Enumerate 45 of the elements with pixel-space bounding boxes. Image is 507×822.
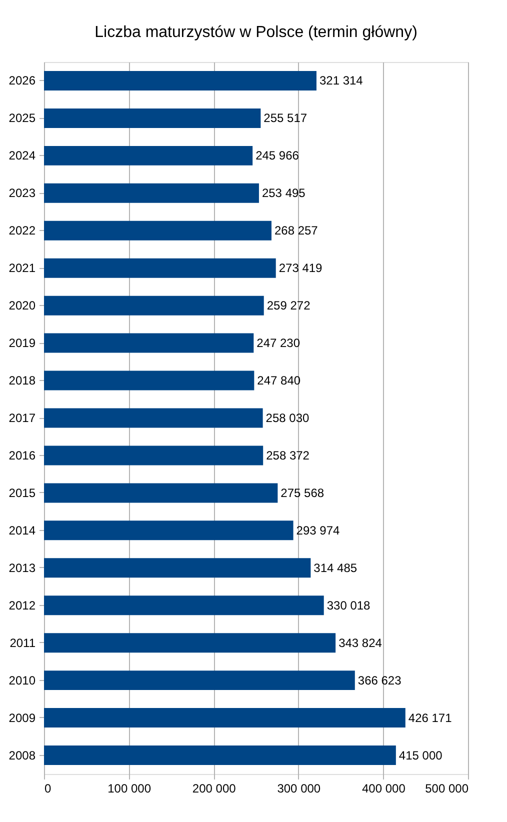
data-label: 415 000	[398, 748, 443, 762]
data-label: 259 272	[266, 298, 311, 313]
data-label: 258 030	[266, 411, 310, 425]
y-tick-label: 2019	[8, 336, 36, 350]
x-tick-label: 200 000	[192, 782, 236, 796]
y-tick-label: 2009	[8, 710, 36, 725]
data-label: 343 824	[338, 636, 382, 650]
data-label: 366 623	[358, 673, 402, 688]
y-tick-label: 2013	[8, 560, 36, 575]
y-tick-label: 2025	[8, 111, 36, 126]
y-tick-label: 2012	[8, 598, 36, 612]
data-label: 275 568	[280, 486, 324, 500]
y-tick-label: 2022	[8, 224, 36, 238]
data-label: 258 372	[266, 448, 310, 462]
y-tick-label: 2023	[8, 186, 36, 200]
x-tick-label: 500 000	[425, 782, 469, 796]
y-tick-label: 2018	[8, 374, 36, 388]
data-label: 330 018	[326, 598, 371, 612]
x-tick-label: 0	[44, 782, 52, 796]
y-tick-label: 2008	[8, 748, 36, 762]
y-tick-label: 2014	[8, 523, 36, 538]
data-label: 247 840	[257, 374, 301, 388]
data-label: 247 230	[256, 336, 300, 350]
y-tick-label: 2016	[8, 448, 36, 462]
data-label: 268 257	[274, 224, 318, 238]
y-tick-label: 2021	[8, 261, 36, 276]
data-label: 253 495	[262, 186, 306, 200]
data-label: 255 517	[264, 111, 308, 126]
data-label: 245 966	[256, 148, 300, 163]
x-tick-label: 400 000	[362, 782, 406, 796]
data-label: 314 485	[314, 560, 358, 575]
x-tick-label: 300 000	[277, 782, 321, 796]
y-tick-label: 2024	[8, 148, 36, 163]
chart-title: Liczba maturzystów w Polsce (termin główny)	[94, 24, 418, 41]
y-tick-label: 2020	[8, 298, 36, 313]
y-tick-label: 2017	[8, 411, 36, 425]
y-tick-label: 2011	[10, 636, 36, 650]
data-label: 293 974	[296, 523, 340, 538]
data-label: 273 419	[278, 261, 323, 276]
data-label: 426 171	[408, 710, 452, 725]
y-tick-label: 2010	[8, 673, 36, 688]
y-tick-label: 2026	[8, 74, 36, 88]
data-label: 321 314	[319, 74, 364, 88]
y-tick-label: 2015	[8, 486, 36, 500]
x-tick-label: 100 000	[108, 782, 152, 796]
